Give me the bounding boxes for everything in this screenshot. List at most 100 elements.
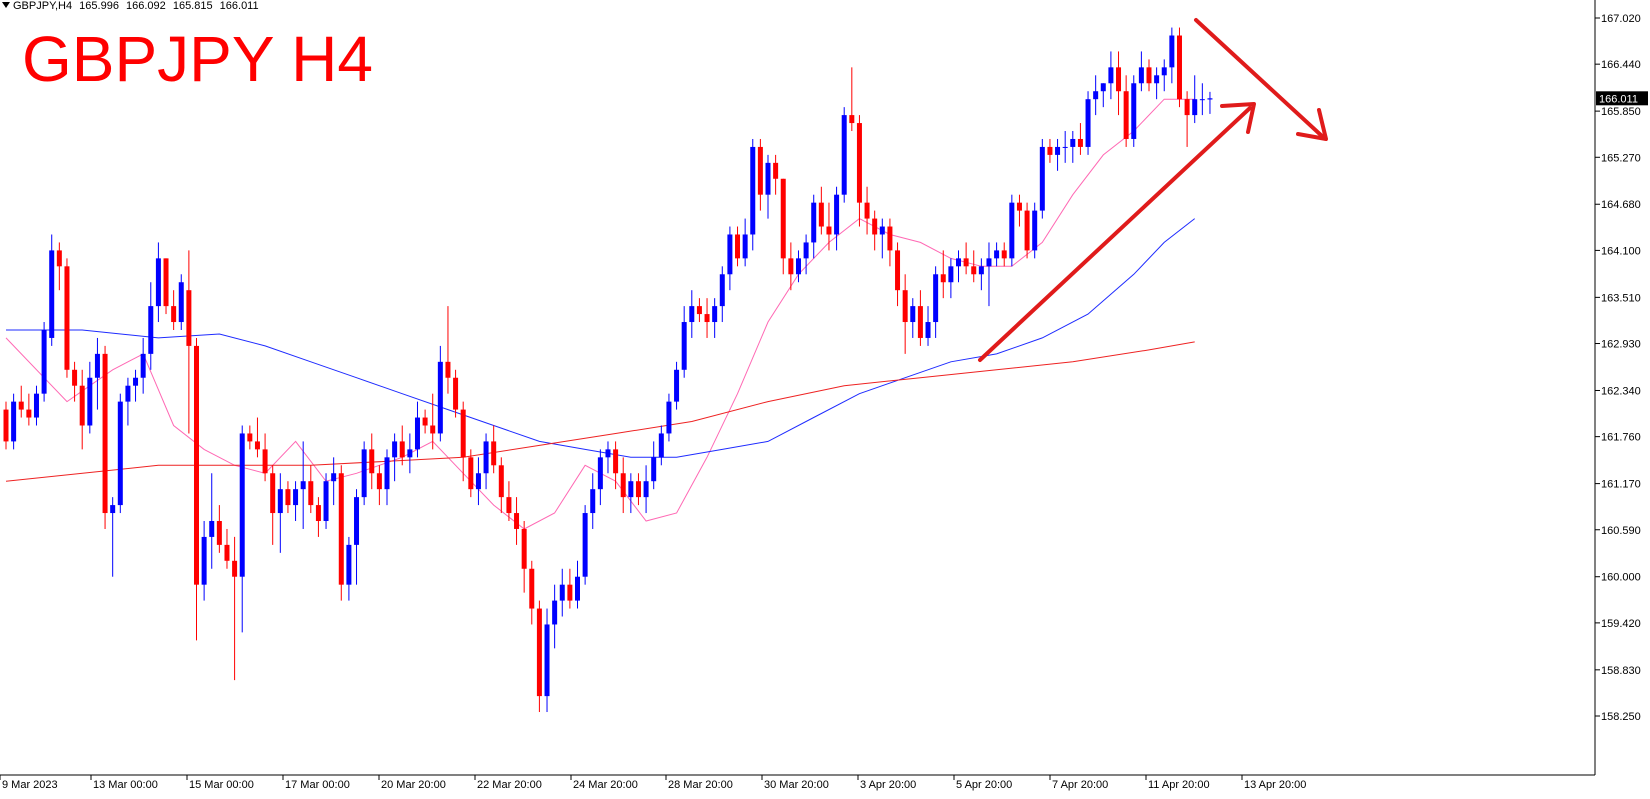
- candle: [1032, 202, 1038, 259]
- candle: [338, 465, 344, 601]
- current-price-label: 166.011: [1599, 93, 1638, 105]
- candle: [201, 521, 207, 601]
- candle-body: [369, 449, 375, 474]
- candle: [788, 242, 794, 291]
- candle: [194, 337, 199, 641]
- candle-body: [94, 353, 100, 378]
- candle-body: [1085, 99, 1091, 147]
- candle-body: [742, 234, 748, 259]
- candle-body: [773, 162, 779, 179]
- candle-body: [902, 290, 908, 323]
- candle-body: [1161, 67, 1167, 76]
- candle-body: [696, 306, 702, 315]
- candle: [613, 441, 619, 490]
- candle-body: [155, 258, 161, 307]
- candle-body: [803, 242, 809, 259]
- candle: [582, 505, 588, 585]
- candle: [994, 242, 1000, 267]
- dropdown-triangle-icon[interactable]: [2, 2, 10, 8]
- candle: [818, 186, 824, 235]
- candle-body: [544, 624, 550, 697]
- candle-body: [506, 497, 512, 514]
- candle: [354, 489, 360, 585]
- candle: [506, 481, 512, 522]
- candle-body: [1024, 210, 1030, 251]
- candle-body: [56, 250, 62, 267]
- candle: [986, 242, 992, 307]
- candle-body: [895, 250, 901, 291]
- candle-body: [514, 513, 520, 529]
- candle: [163, 258, 169, 315]
- candle-body: [338, 473, 344, 585]
- candle: [1116, 51, 1122, 116]
- candle: [780, 178, 786, 275]
- candle: [1154, 67, 1160, 100]
- price-tick-label: 159.420: [1601, 618, 1641, 630]
- candle: [453, 369, 459, 418]
- candle: [49, 234, 55, 346]
- candle: [1016, 194, 1022, 227]
- candle-body: [346, 544, 352, 585]
- ohlc-close: 166.011: [219, 0, 259, 12]
- time-tick-label: 17 Mar 00:00: [285, 779, 350, 791]
- candle-body: [1093, 91, 1099, 100]
- price-tick-label: 165.270: [1601, 152, 1641, 164]
- candle-body: [536, 608, 542, 697]
- candle-body: [87, 377, 93, 426]
- candle-body: [171, 306, 177, 323]
- candle-body: [986, 258, 992, 267]
- candle-body: [41, 329, 47, 394]
- candle-body: [3, 409, 9, 442]
- candle: [1024, 202, 1030, 259]
- candle: [102, 345, 108, 529]
- candle-body: [658, 433, 664, 458]
- time-tick-label: 7 Apr 20:00: [1052, 779, 1108, 791]
- candle: [856, 115, 862, 227]
- price-tick-label: 161.170: [1601, 479, 1641, 491]
- candle: [963, 242, 969, 275]
- candle-body: [712, 306, 718, 323]
- ohlc-header: GBPJPY,H4 165.996 166.092 165.815 166.01…: [2, 0, 259, 12]
- candle-body: [102, 353, 108, 514]
- candle: [895, 242, 901, 307]
- candle: [41, 322, 47, 402]
- candle-body: [315, 505, 321, 522]
- candle-body: [1032, 210, 1038, 251]
- candle-body: [994, 250, 1000, 259]
- price-tick-label: 162.340: [1601, 385, 1641, 397]
- candle: [1138, 51, 1144, 92]
- candle-body: [163, 258, 169, 307]
- candle: [1039, 138, 1045, 219]
- candle: [414, 401, 420, 458]
- time-tick-label: 28 Mar 20:00: [668, 779, 733, 791]
- candle-body: [1138, 67, 1144, 84]
- candle: [925, 306, 931, 346]
- time-tick-label: 5 Apr 20:00: [956, 779, 1012, 791]
- time-tick-label: 30 Mar 20:00: [764, 779, 829, 791]
- candle-body: [864, 202, 870, 219]
- time-tick-label: 13 Mar 00:00: [93, 779, 158, 791]
- candle: [704, 298, 710, 338]
- time-tick-label: 13 Apr 20:00: [1244, 779, 1306, 791]
- candle: [498, 457, 504, 514]
- candle-body: [811, 202, 817, 243]
- candle: [346, 536, 352, 601]
- candle: [879, 218, 885, 259]
- candle-body: [887, 226, 893, 251]
- candle: [94, 337, 100, 410]
- candle: [33, 385, 39, 426]
- candle: [56, 242, 62, 291]
- candle: [483, 433, 489, 490]
- symbol-timeframe: GBPJPY,H4: [13, 0, 73, 12]
- candle: [643, 465, 649, 514]
- candle-body: [262, 449, 268, 474]
- chart-title: GBPJPY H4: [22, 23, 373, 95]
- time-tick-label: 22 Mar 20:00: [477, 779, 542, 791]
- candle: [315, 497, 321, 537]
- ohlc-open: 165.996: [79, 0, 119, 12]
- candle: [529, 560, 535, 625]
- candle: [148, 282, 154, 370]
